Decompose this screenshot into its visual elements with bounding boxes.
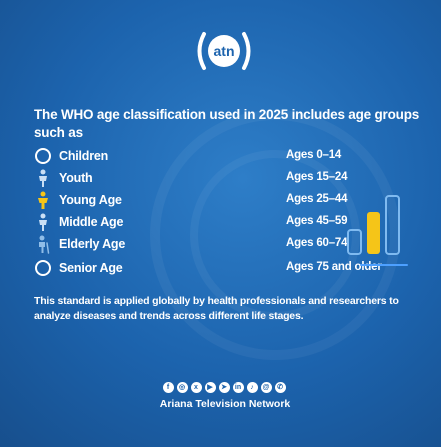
bar-graphic-icon bbox=[347, 195, 400, 255]
youtube-icon[interactable]: ▶ bbox=[204, 382, 216, 393]
group-age: Ages 45–59 bbox=[286, 215, 348, 227]
group-row-middle-age: Middle Age Ages 45–59 bbox=[34, 212, 394, 232]
x-icon[interactable]: x bbox=[190, 382, 202, 393]
network-name: Ariana Television Network bbox=[159, 398, 291, 410]
footnote: This standard is applied globally by hea… bbox=[34, 295, 399, 322]
group-row-youth: Youth Ages 15–24 bbox=[34, 168, 394, 188]
linkedin-icon[interactable]: in bbox=[232, 382, 244, 393]
group-label: Children bbox=[59, 149, 109, 163]
logo-text: atn bbox=[214, 43, 235, 59]
facebook-icon[interactable]: f bbox=[162, 382, 174, 393]
tiktok-icon[interactable]: ♪ bbox=[246, 382, 258, 393]
group-row-children: Children Ages 0–14 bbox=[34, 146, 394, 166]
group-age: Ages 25–44 bbox=[286, 193, 348, 205]
telegram-icon[interactable]: ➤ bbox=[218, 382, 230, 393]
circle-outline-icon bbox=[35, 148, 51, 164]
circle-outline-icon bbox=[35, 260, 51, 276]
group-age: Ages 15–24 bbox=[286, 171, 348, 183]
group-label: Elderly Age bbox=[59, 237, 126, 251]
person-icon bbox=[39, 169, 47, 187]
decorative-line bbox=[360, 264, 408, 266]
person-yellow-icon bbox=[38, 191, 48, 209]
group-age: Ages 0–14 bbox=[286, 149, 342, 161]
elderly-person-icon bbox=[39, 235, 50, 254]
instagram-icon[interactable]: ◎ bbox=[176, 382, 188, 393]
group-label: Senior Age bbox=[59, 261, 123, 275]
group-row-elderly-age: Elderly Age Ages 60–74 bbox=[34, 234, 394, 254]
social-icons: f ◎ x ▶ ➤ in ♪ @ ✆ bbox=[154, 382, 294, 396]
group-label: Young Age bbox=[59, 193, 122, 207]
group-age: Ages 60–74 bbox=[286, 237, 348, 249]
page-edge bbox=[441, 0, 447, 447]
headline: The WHO age classification used in 2025 … bbox=[34, 107, 420, 140]
atn-logo: atn bbox=[197, 32, 251, 70]
person-icon bbox=[39, 213, 47, 231]
group-age: Ages 75 and older bbox=[286, 261, 382, 273]
who-emblem-watermark bbox=[150, 110, 400, 360]
group-label: Youth bbox=[59, 171, 93, 185]
whatsapp-icon[interactable]: ✆ bbox=[274, 382, 286, 393]
threads-icon[interactable]: @ bbox=[260, 382, 272, 393]
group-row-senior-age: Senior Age Ages 75 and older bbox=[34, 258, 394, 278]
group-label: Middle Age bbox=[59, 215, 124, 229]
group-row-young-age: Young Age Ages 25–44 bbox=[34, 190, 394, 210]
